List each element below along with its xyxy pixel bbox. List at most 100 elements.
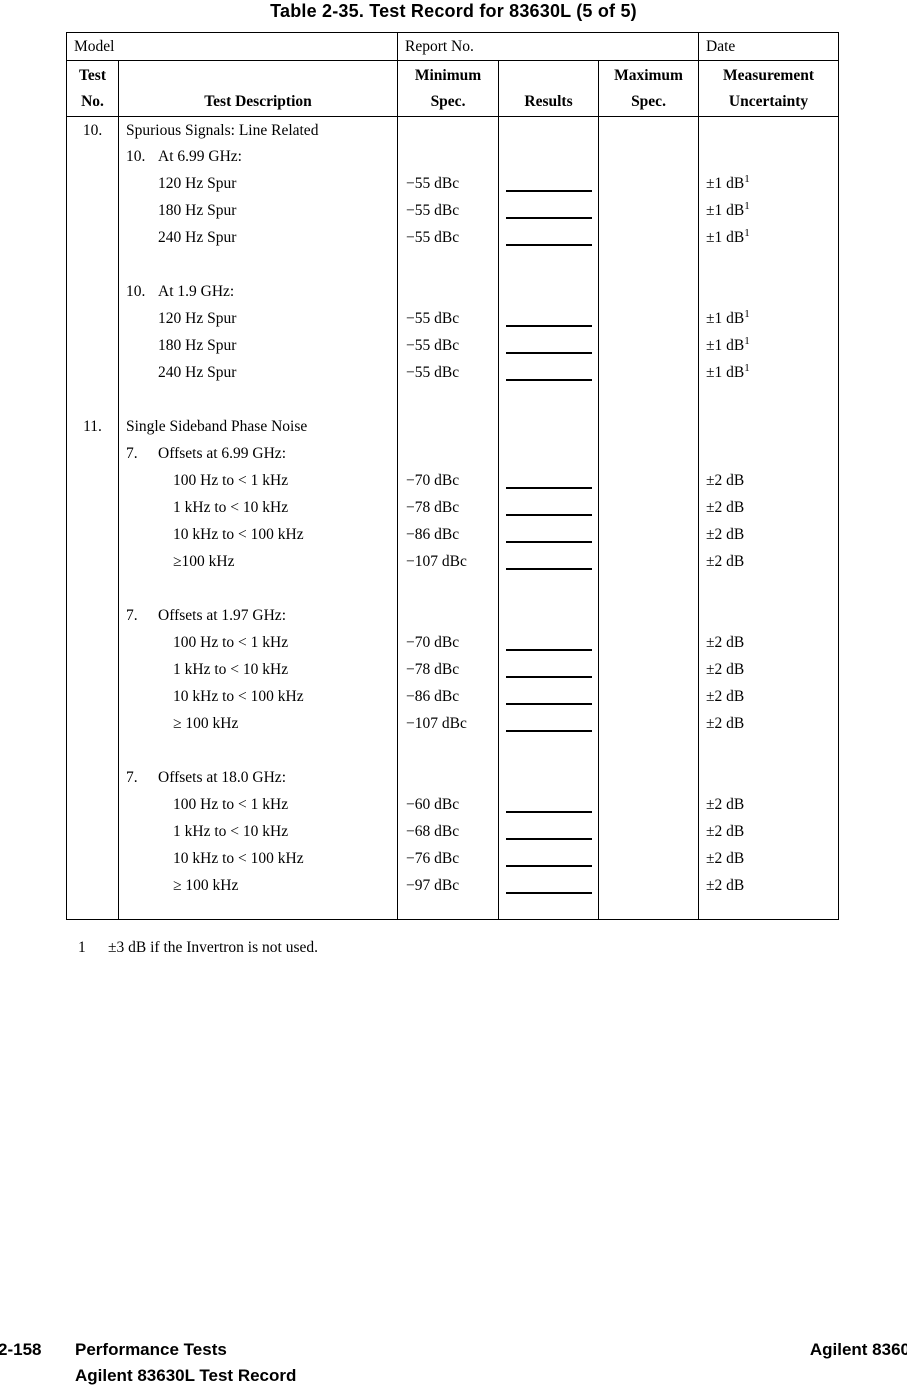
sub-test-number: 7. xyxy=(126,769,138,787)
maximum-spec-cell xyxy=(597,521,700,549)
col-header-test-description: Test Description xyxy=(118,60,398,117)
maximum-spec-cell xyxy=(597,224,700,252)
test-row: 10. At 6.99 GHz: xyxy=(66,143,840,171)
maximum-spec-cell xyxy=(597,251,700,279)
test-description-cell: 1 kHz to < 10 kHz xyxy=(118,818,398,846)
test-row: 240 Hz Spur −55 dBc ±1 dB1 xyxy=(66,359,840,387)
minimum-spec-cell xyxy=(397,575,499,603)
results-cell xyxy=(498,683,599,711)
test-number-cell xyxy=(66,224,119,252)
minimum-spec-cell xyxy=(397,251,499,279)
results-cell xyxy=(498,602,599,630)
results-cell xyxy=(498,494,599,522)
maximum-spec-cell xyxy=(597,278,700,306)
results-cell xyxy=(498,143,599,171)
minimum-spec-cell: −55 dBc xyxy=(397,224,499,252)
results-cell xyxy=(498,764,599,792)
results-cell xyxy=(498,818,599,846)
test-number-cell xyxy=(66,170,119,198)
results-cell xyxy=(498,467,599,495)
test-description-cell xyxy=(118,251,398,279)
measurement-uncertainty-cell xyxy=(698,440,840,468)
minimum-spec-cell: −55 dBc xyxy=(397,359,499,387)
measurement-uncertainty-cell: ±2 dB xyxy=(698,791,840,819)
test-number-cell xyxy=(66,683,119,711)
test-description-cell: 10 kHz to < 100 kHz xyxy=(118,521,398,549)
test-description-cell: ≥ 100 kHz xyxy=(118,710,398,738)
results-cell xyxy=(498,224,599,252)
minimum-spec-cell: −78 dBc xyxy=(397,494,499,522)
results-cell xyxy=(498,872,599,900)
maximum-spec-cell xyxy=(597,143,700,171)
spacer-row xyxy=(66,575,840,603)
minimum-spec-cell xyxy=(397,737,499,765)
minimum-spec-cell: −55 dBc xyxy=(397,170,499,198)
results-cell xyxy=(498,656,599,684)
minimum-spec-cell: −78 dBc xyxy=(397,656,499,684)
measurement-uncertainty-cell xyxy=(698,899,840,920)
test-number-cell xyxy=(66,845,119,873)
test-description-cell: 100 Hz to < 1 kHz xyxy=(118,791,398,819)
minimum-spec-cell: −86 dBc xyxy=(397,521,499,549)
test-row: 240 Hz Spur −55 dBc ±1 dB1 xyxy=(66,224,840,252)
result-blank-line xyxy=(506,821,592,840)
test-row: 10 kHz to < 100 kHz −86 dBc ±2 dB xyxy=(66,683,840,711)
maximum-spec-cell xyxy=(597,467,700,495)
maximum-spec-cell xyxy=(597,791,700,819)
test-number-cell xyxy=(66,575,119,603)
col-header-results: Results xyxy=(498,60,599,117)
footnote: 1 ±3 dB if the Invertron is not used. xyxy=(78,939,318,957)
test-row: 10 kHz to < 100 kHz −86 dBc ±2 dB xyxy=(66,521,840,549)
test-row: 10. Spurious Signals: Line Related xyxy=(66,116,840,144)
minimum-spec-cell: −107 dBc xyxy=(397,548,499,576)
test-number-cell: 10. xyxy=(66,116,119,144)
minimum-spec-cell xyxy=(397,899,499,920)
maximum-spec-cell xyxy=(597,332,700,360)
test-row: 120 Hz Spur −55 dBc ±1 dB1 xyxy=(66,305,840,333)
test-number-cell xyxy=(66,359,119,387)
test-description-cell: 10. At 6.99 GHz: xyxy=(118,143,398,171)
footnote-reference: 1 xyxy=(744,227,750,240)
test-description-cell xyxy=(118,386,398,414)
maximum-spec-cell xyxy=(597,710,700,738)
results-cell xyxy=(498,359,599,387)
test-row: 180 Hz Spur −55 dBc ±1 dB1 xyxy=(66,332,840,360)
test-number-cell xyxy=(66,548,119,576)
result-blank-line xyxy=(506,227,592,246)
test-description-cell: 10 kHz to < 100 kHz xyxy=(118,845,398,873)
measurement-uncertainty-cell: ±1 dB1 xyxy=(698,224,840,252)
maximum-spec-cell xyxy=(597,494,700,522)
test-number-cell: 11. xyxy=(66,413,119,441)
test-description-cell: 10 kHz to < 100 kHz xyxy=(118,683,398,711)
measurement-uncertainty-cell: ±1 dB1 xyxy=(698,332,840,360)
test-description-cell: 120 Hz Spur xyxy=(118,305,398,333)
result-blank-line xyxy=(506,632,592,651)
maximum-spec-cell xyxy=(597,845,700,873)
spacer-row xyxy=(66,251,840,279)
measurement-uncertainty-cell: ±1 dB1 xyxy=(698,359,840,387)
maximum-spec-cell xyxy=(597,305,700,333)
measurement-uncertainty-cell: ±2 dB xyxy=(698,629,840,657)
maximum-spec-cell xyxy=(597,872,700,900)
results-cell xyxy=(498,521,599,549)
maximum-spec-cell xyxy=(597,683,700,711)
spacer-row xyxy=(66,899,840,920)
sub-test-label: Offsets at 1.97 GHz: xyxy=(158,607,286,625)
spacer-row xyxy=(66,737,840,765)
result-blank-line xyxy=(506,848,592,867)
maximum-spec-cell xyxy=(597,548,700,576)
test-description-cell xyxy=(118,737,398,765)
test-row: 100 Hz to < 1 kHz −70 dBc ±2 dB xyxy=(66,629,840,657)
measurement-uncertainty-cell: ±1 dB1 xyxy=(698,197,840,225)
footnote-marker: 1 xyxy=(78,939,86,956)
test-number-cell xyxy=(66,305,119,333)
result-blank-line xyxy=(506,173,592,192)
results-cell xyxy=(498,197,599,225)
sub-test-label: At 6.99 GHz: xyxy=(158,148,242,166)
result-blank-line xyxy=(506,470,592,489)
maximum-spec-cell xyxy=(597,899,700,920)
test-description-cell: 7. Offsets at 18.0 GHz: xyxy=(118,764,398,792)
test-description-cell: 180 Hz Spur xyxy=(118,197,398,225)
footnote-reference: 1 xyxy=(744,362,750,375)
measurement-uncertainty-cell: ±2 dB xyxy=(698,683,840,711)
